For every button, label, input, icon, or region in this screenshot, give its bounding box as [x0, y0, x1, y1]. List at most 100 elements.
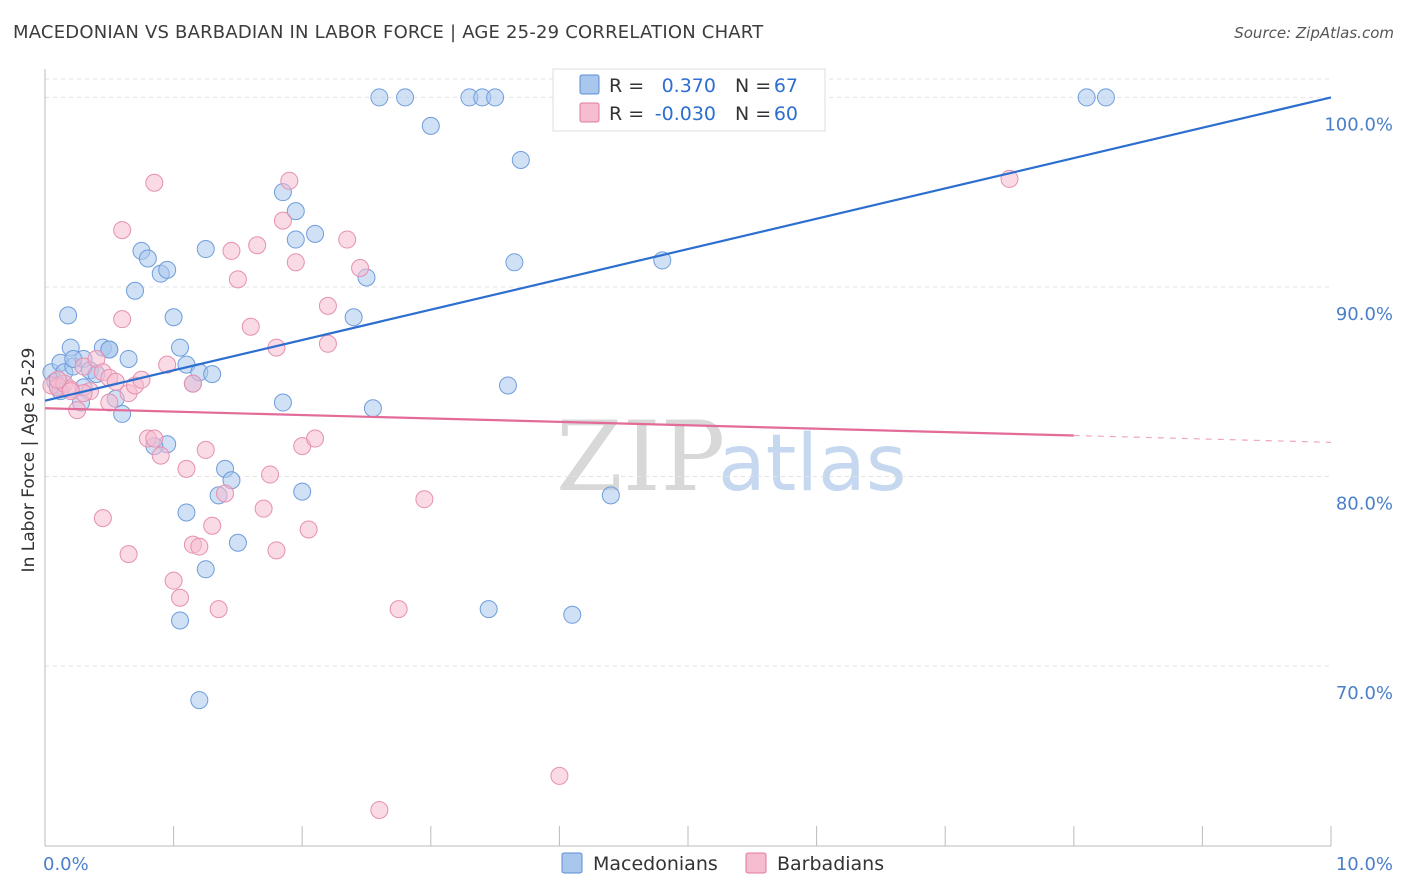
point-macedonians	[306, 224, 325, 243]
series-legend-label-barbadians: Barbadians	[777, 853, 884, 875]
point-barbadians	[113, 310, 132, 329]
point-barbadians	[171, 588, 190, 607]
legend-n-label-barbadians: N =	[735, 103, 771, 125]
point-barbadians	[151, 446, 170, 465]
y-tick-label: 90.0%	[1336, 304, 1393, 325]
legend-swatch-barbadians	[579, 102, 600, 123]
y-tick-label: 100.0%	[1324, 114, 1393, 135]
data-points	[42, 88, 1115, 819]
point-barbadians	[196, 440, 215, 459]
point-barbadians	[113, 221, 132, 240]
point-macedonians	[293, 482, 312, 501]
point-barbadians	[338, 230, 357, 249]
point-macedonians	[177, 503, 196, 522]
point-barbadians	[222, 241, 241, 260]
point-barbadians	[318, 334, 337, 353]
legend-swatch-macedonians	[579, 74, 600, 95]
point-macedonians	[228, 533, 247, 552]
trend-line-barbadians	[44, 407, 1074, 437]
point-macedonians	[505, 253, 524, 272]
point-macedonians	[158, 260, 177, 279]
point-macedonians	[164, 308, 183, 327]
point-macedonians	[498, 376, 517, 395]
point-barbadians	[119, 545, 138, 564]
point-barbadians	[190, 537, 209, 556]
legend-r-label-macedonians: R =	[609, 75, 644, 97]
trend-lines	[44, 96, 1332, 443]
point-macedonians	[1077, 88, 1096, 107]
point-barbadians	[177, 459, 196, 478]
watermark-zip: ZIP	[556, 401, 725, 513]
point-macedonians	[100, 340, 119, 359]
axes	[44, 69, 1332, 847]
point-barbadians	[241, 317, 260, 336]
point-barbadians	[286, 253, 305, 272]
point-barbadians	[48, 370, 67, 389]
point-macedonians	[171, 338, 190, 357]
y-tick-label: 80.0%	[1336, 493, 1393, 514]
point-barbadians	[158, 355, 177, 374]
point-macedonians	[421, 116, 440, 135]
point-macedonians	[1096, 88, 1115, 107]
point-macedonians	[396, 88, 415, 107]
legend-n-value-barbadians: 60	[774, 103, 798, 125]
point-macedonians	[286, 202, 305, 221]
point-barbadians	[318, 296, 337, 315]
legend-n-label-macedonians: N =	[735, 75, 771, 97]
point-barbadians	[415, 490, 434, 509]
point-barbadians	[100, 393, 119, 412]
point-barbadians	[299, 520, 318, 539]
point-macedonians	[119, 349, 138, 368]
x-tick-label: 0.0%	[43, 854, 89, 875]
point-macedonians	[370, 88, 389, 107]
legend-n-value-macedonians: 67	[774, 75, 798, 97]
x-tick-label: 10.0%	[1336, 854, 1393, 875]
point-barbadians	[267, 541, 286, 560]
point-barbadians	[273, 211, 292, 230]
legend-r-label-barbadians: R =	[609, 103, 644, 125]
point-barbadians	[248, 236, 267, 255]
y-axis-title: In Labor Force | Age 25-29	[19, 348, 39, 573]
trend-line-macedonians	[44, 96, 1332, 402]
point-barbadians	[209, 600, 228, 619]
point-macedonians	[196, 240, 215, 259]
chart-title: MACEDONIAN VS BARBADIAN IN LABOR FORCE |…	[13, 22, 764, 43]
point-barbadians	[93, 509, 112, 528]
point-barbadians	[280, 171, 299, 190]
point-macedonians	[203, 365, 222, 384]
series-legend-swatch-macedonians	[561, 852, 583, 874]
point-barbadians	[183, 374, 202, 393]
point-macedonians	[196, 560, 215, 579]
series-legend: Macedonians Barbadians	[561, 852, 884, 875]
point-barbadians	[216, 484, 235, 503]
point-macedonians	[479, 600, 498, 619]
y-tick-label: 70.0%	[1336, 683, 1393, 704]
point-macedonians	[273, 393, 292, 412]
legend-r-value-macedonians: 0.370	[662, 75, 716, 97]
point-macedonians	[344, 308, 363, 327]
point-barbadians	[228, 270, 247, 289]
point-macedonians	[486, 88, 505, 107]
tick-labels: 100.0% 90.0% 80.0% 70.0% 0.0% 10.0%	[43, 114, 1393, 875]
watermark-atlas: atlas	[718, 419, 907, 509]
series-legend-swatch-barbadians	[745, 852, 767, 874]
point-barbadians	[370, 800, 389, 819]
point-barbadians	[389, 600, 408, 619]
point-barbadians	[145, 173, 164, 192]
point-macedonians	[138, 249, 157, 268]
legend-r-value-barbadians: -0.030	[655, 103, 716, 125]
point-barbadians	[145, 429, 164, 448]
point-macedonians	[286, 230, 305, 249]
point-barbadians	[203, 516, 222, 535]
source-credit: Source: ZipAtlas.com	[1234, 24, 1394, 42]
series-legend-label-macedonians: Macedonians	[593, 853, 718, 875]
point-macedonians	[126, 281, 145, 300]
stats-legend: R = 0.370 N = 67 R = -0.030 N = 60	[552, 68, 826, 132]
point-barbadians	[261, 465, 280, 484]
point-barbadians	[306, 429, 325, 448]
point-macedonians	[563, 605, 582, 624]
point-macedonians	[59, 306, 78, 325]
point-barbadians	[550, 766, 569, 785]
point-macedonians	[511, 150, 530, 169]
